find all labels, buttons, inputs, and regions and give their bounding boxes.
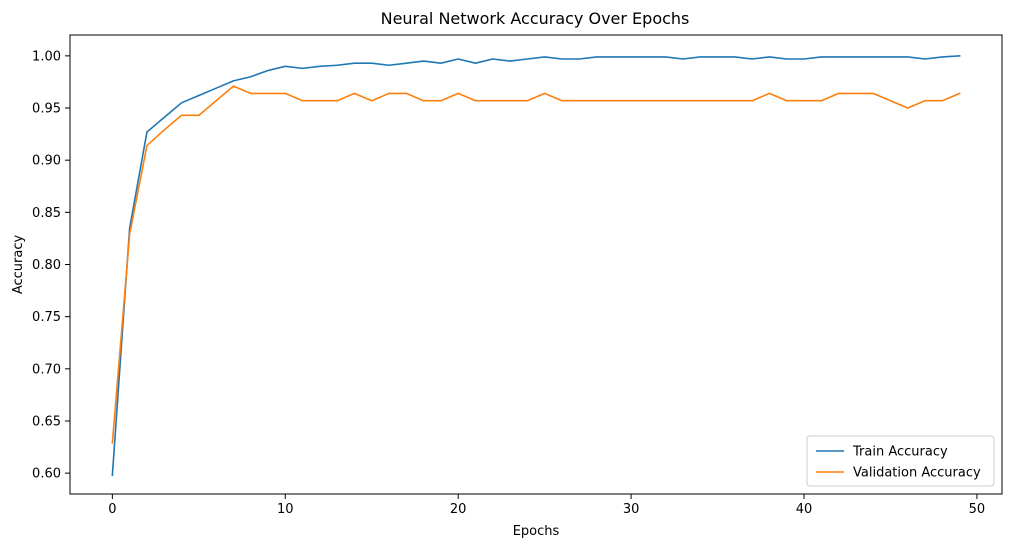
legend-label: Train Accuracy [852,445,948,460]
y-axis: 0.60 0.65 0.70 0.75 0.80 0.85 0.90 0.95 1.00 [32,49,70,482]
x-tick-label: 50 [969,502,986,517]
y-tick-label: 0.65 [32,414,61,429]
legend: Train Accuracy Validation Accuracy [806,435,995,487]
y-tick-label: 0.60 [32,467,61,482]
series-line-train-accuracy [111,55,961,477]
x-tick-label: 0 [108,502,116,517]
y-tick-label: 1.00 [32,49,61,64]
plot-frame [69,34,1003,495]
x-tick-label: 30 [623,502,640,517]
y-tick-label: 0.90 [32,154,61,169]
y-tick-label: 0.70 [32,362,61,377]
series-line-validation-accuracy [111,85,961,444]
legend-box [806,435,995,487]
legend-label: Validation Accuracy [853,466,981,481]
y-tick-label: 0.75 [32,310,61,325]
y-tick-label: 0.85 [32,206,61,221]
x-tick-label: 20 [450,502,467,517]
x-tick-label: 40 [796,502,813,517]
y-axis-label: Accuracy [11,235,26,295]
y-tick-label: 0.80 [32,258,61,273]
plot-area [111,55,961,477]
x-axis-label: Epochs [513,524,560,539]
x-axis: 0 10 20 30 40 50 [108,494,985,517]
y-tick-label: 0.95 [32,102,61,117]
x-tick-label: 10 [277,502,294,517]
chart-title: Neural Network Accuracy Over Epochs [381,9,690,28]
